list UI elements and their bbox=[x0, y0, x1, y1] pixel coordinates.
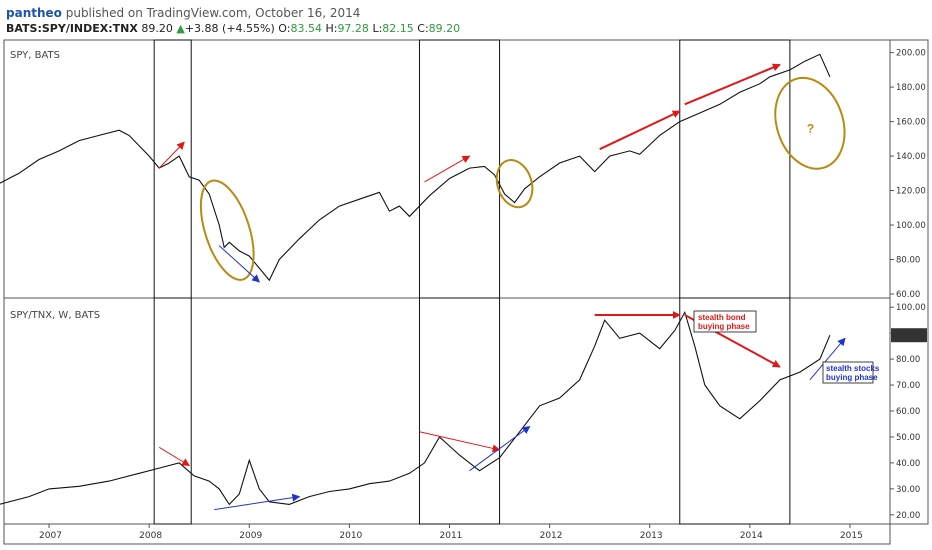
up-triangle-icon: ▲ bbox=[176, 22, 185, 35]
bottom-y-tick-label: 50.00 bbox=[896, 433, 920, 443]
last-value-tag bbox=[891, 328, 927, 343]
x-tick-label: 2010 bbox=[339, 531, 362, 541]
stocks-note-line-1: stealth stocks bbox=[826, 364, 880, 373]
top-highlight-box-3 bbox=[679, 39, 791, 299]
open-label: O: bbox=[278, 22, 291, 35]
x-tick-label: 2013 bbox=[640, 531, 663, 541]
bottom-red-arrow-2 bbox=[419, 431, 501, 453]
bond-note-box bbox=[693, 310, 757, 333]
top-ellipse-1 bbox=[199, 179, 255, 281]
bottom-highlight-box-2 bbox=[418, 297, 501, 525]
x-tick-label: 2009 bbox=[239, 531, 262, 541]
bottom-y-tick-label: 40.00 bbox=[896, 459, 920, 469]
high-value: 97.28 bbox=[337, 22, 369, 35]
stocks-note-line-2: buying phase bbox=[826, 373, 878, 382]
top-y-tick-label: 80.00 bbox=[896, 256, 920, 266]
publish-line: pantheo published on TradingView.com, Oc… bbox=[6, 6, 360, 20]
low-label: L: bbox=[372, 22, 383, 35]
top-y-tick-label: 60.00 bbox=[896, 290, 920, 300]
chart-header: pantheo published on TradingView.com, Oc… bbox=[4, 2, 924, 38]
last-price: 89.20 bbox=[141, 22, 173, 35]
x-tick-label: 2014 bbox=[740, 531, 763, 541]
top-y-tick-label: 160.00 bbox=[896, 118, 926, 128]
top-pane-title: SPY, BATS bbox=[10, 50, 60, 61]
open-value: 83.54 bbox=[290, 22, 322, 35]
author-name[interactable]: pantheo bbox=[6, 6, 62, 20]
price-axis[interactable] bbox=[889, 39, 929, 525]
bond-note-line-1: stealth bond bbox=[698, 313, 746, 322]
x-tick-label: 2011 bbox=[440, 531, 463, 541]
bottom-highlight-box-1 bbox=[153, 297, 192, 525]
publish-info: published on TradingView.com, October 16… bbox=[61, 6, 361, 20]
question-mark-label: ? bbox=[807, 121, 814, 135]
top-ellipse-3 bbox=[774, 76, 846, 170]
bottom-y-tick-label: 80.00 bbox=[896, 355, 920, 365]
bottom-highlight-box-3 bbox=[679, 297, 791, 525]
low-value: 82.15 bbox=[382, 22, 414, 35]
bottom-blue-arrow-3 bbox=[809, 337, 846, 381]
bottom-red-arrow-1 bbox=[158, 446, 191, 467]
top-red-arrow-1 bbox=[158, 141, 185, 169]
bottom-y-tick-label: 20.00 bbox=[896, 511, 920, 521]
bottom-blue-arrow-2 bbox=[469, 425, 531, 472]
top-pane-plot: ? bbox=[0, 39, 846, 299]
top-red-arrow-4 bbox=[684, 63, 781, 106]
price-change: +3.88 (+4.55%) bbox=[184, 22, 275, 35]
top-red-arrow-3 bbox=[599, 110, 681, 151]
bond-note-line-2: buying phase bbox=[698, 322, 750, 331]
bottom-price-line bbox=[0, 310, 831, 506]
chart-frame bbox=[3, 39, 929, 545]
top-red-arrow-2 bbox=[424, 155, 471, 183]
bottom-y-tick-label: 30.00 bbox=[896, 485, 920, 495]
close-label: C: bbox=[417, 22, 429, 35]
top-y-tick-label: 100.00 bbox=[896, 221, 926, 231]
top-y-tick-label: 180.00 bbox=[896, 83, 926, 93]
symbol-name[interactable]: BATS:SPY/INDEX:TNX bbox=[6, 22, 138, 35]
high-label: H: bbox=[325, 22, 338, 35]
bottom-y-tick-label: 70.00 bbox=[896, 381, 920, 391]
stocks-note-box bbox=[822, 361, 874, 384]
top-blue-arrow-1 bbox=[218, 245, 261, 283]
x-tick-label: 2008 bbox=[139, 531, 162, 541]
x-tick-label: 2012 bbox=[540, 531, 563, 541]
bottom-pane-title: SPY/TNX, W, BATS bbox=[10, 310, 100, 321]
axis-labels: 200.00 180.00 160.00 140.00 120.00 100.00 80.0… bbox=[39, 49, 927, 541]
symbol-line: BATS:SPY/INDEX:TNX 89.20 ▲+3.88 (+4.55%)… bbox=[6, 22, 460, 35]
x-tick-label: 2015 bbox=[840, 531, 863, 541]
top-price-line bbox=[0, 53, 831, 282]
top-y-tick-label: 200.00 bbox=[896, 49, 926, 59]
last-value-label: 89.20 bbox=[895, 331, 922, 341]
top-ellipse-2 bbox=[495, 159, 534, 209]
top-y-tick-label: 120.00 bbox=[896, 187, 926, 197]
close-value: 89.20 bbox=[428, 22, 461, 35]
x-tick-label: 2007 bbox=[39, 531, 62, 541]
top-y-tick-label: 140.00 bbox=[896, 152, 926, 162]
bottom-pane-frame bbox=[3, 297, 891, 525]
bottom-y-tick-label: 100.00 bbox=[896, 303, 926, 313]
bottom-blue-arrow-1 bbox=[214, 493, 301, 511]
bottom-y-tick-label: 60.00 bbox=[896, 407, 920, 417]
